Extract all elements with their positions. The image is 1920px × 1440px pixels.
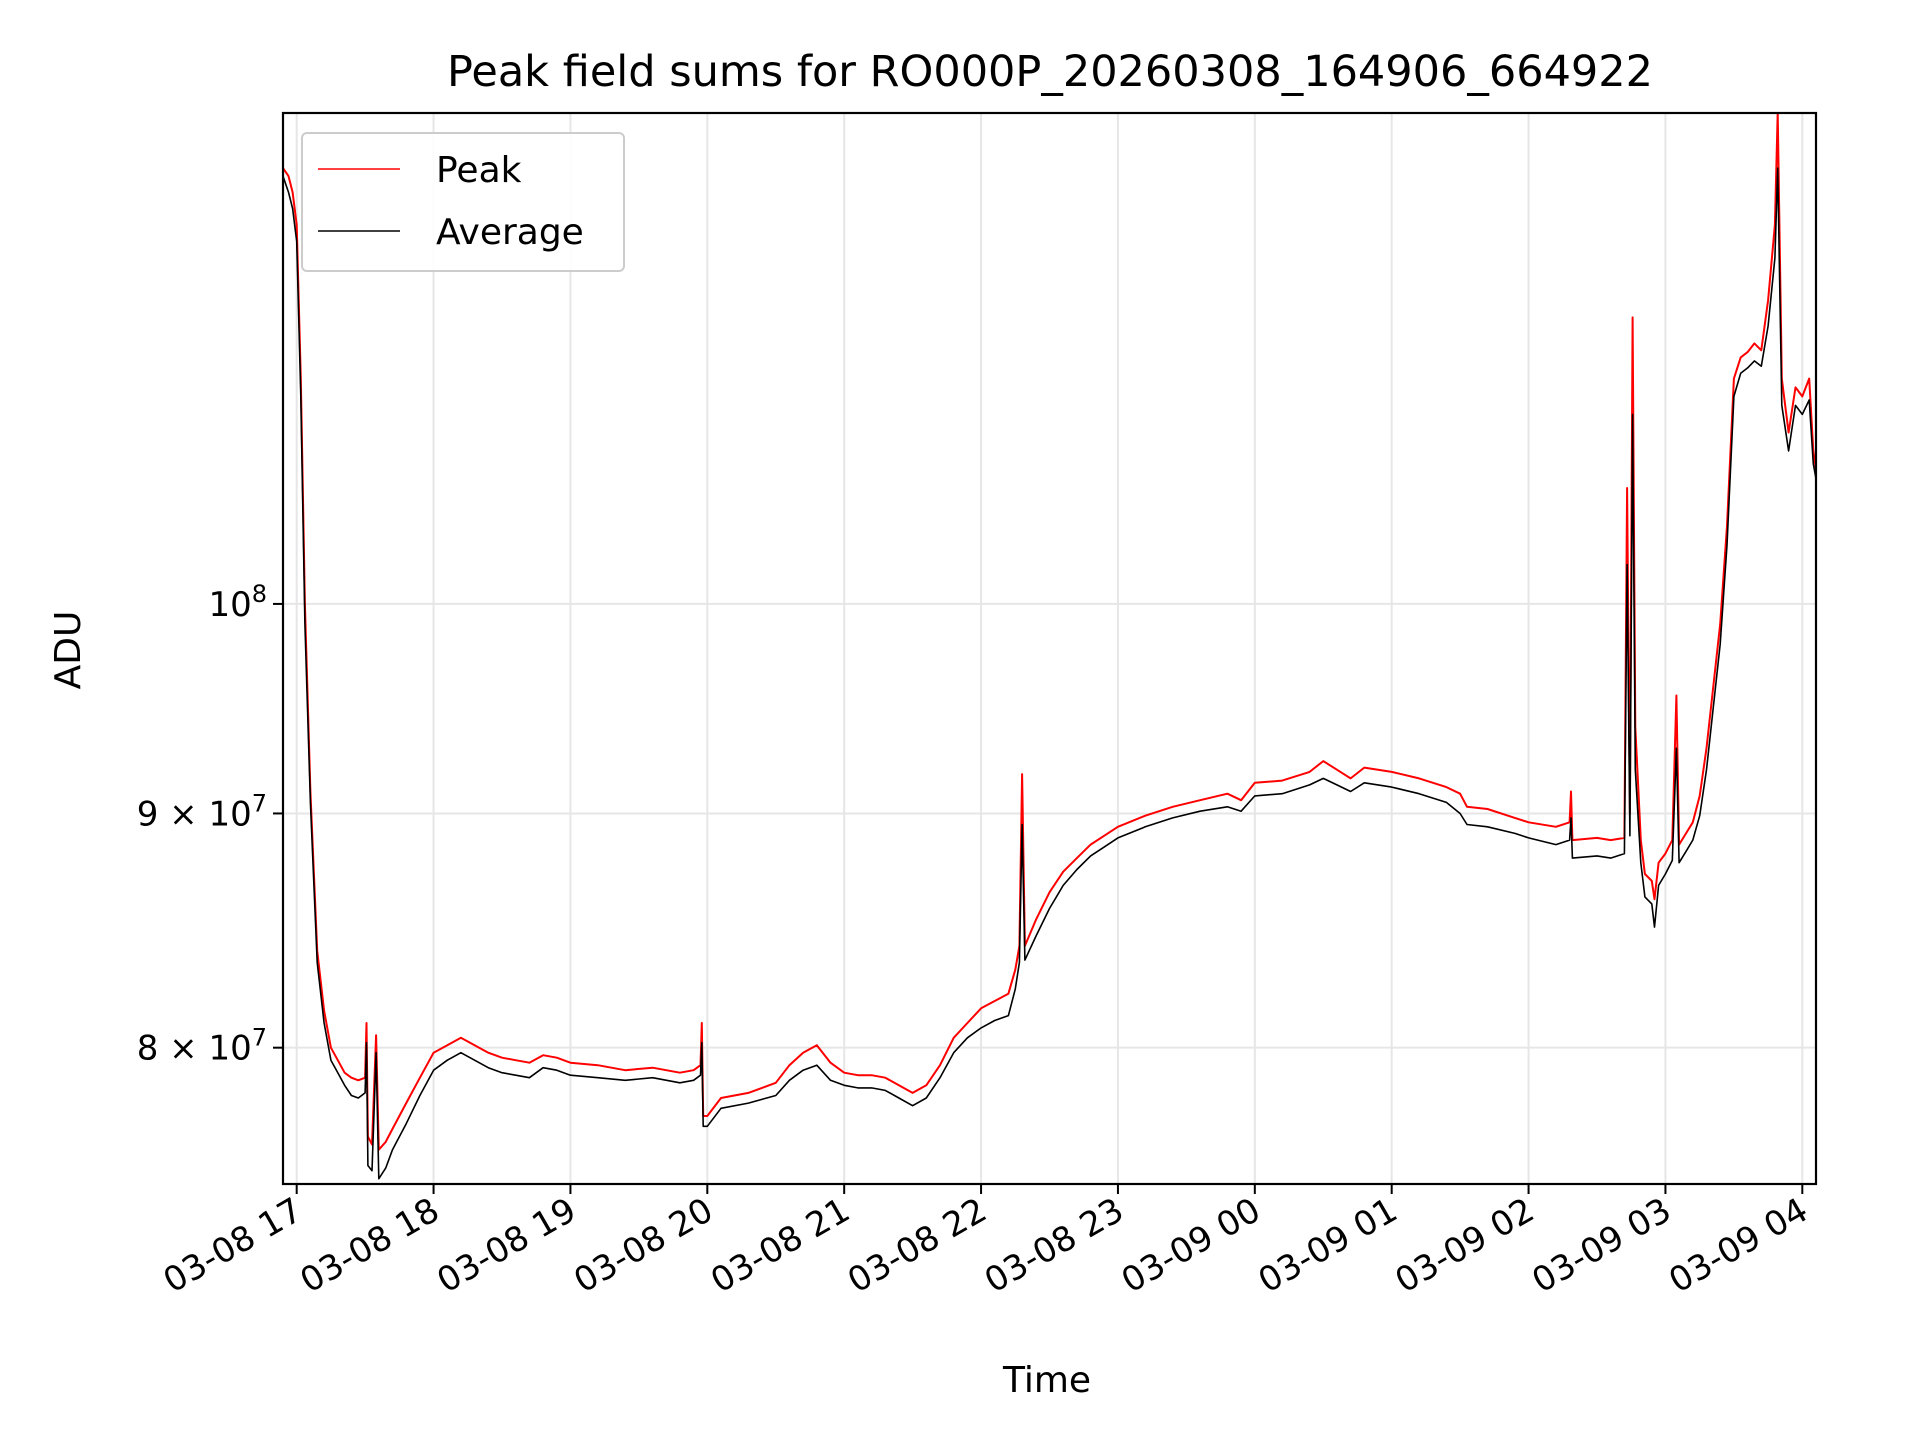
y-axis-label: ADU bbox=[48, 611, 89, 690]
series-average-line bbox=[283, 167, 1816, 1180]
y-tick-label: 8 × 107 bbox=[137, 1024, 267, 1069]
legend-box bbox=[301, 132, 625, 272]
y-axis: 8 × 107 9 × 107 108 bbox=[137, 580, 283, 1069]
y-tick-label: 108 bbox=[208, 580, 267, 625]
series-layer bbox=[283, 113, 1816, 1180]
legend-label-average: Average bbox=[436, 212, 584, 253]
grid bbox=[283, 113, 1816, 1184]
legend-label-peak: Peak bbox=[436, 150, 522, 191]
series-peak-line bbox=[283, 113, 1816, 1151]
legend: Peak Average bbox=[301, 132, 625, 272]
y-tick-label: 9 × 107 bbox=[137, 789, 267, 834]
x-axis-label: Time bbox=[1002, 1360, 1091, 1401]
chart-title: Peak field sums for RO000P_20260308_1649… bbox=[447, 47, 1653, 97]
plot-frame bbox=[281, 111, 1818, 1186]
